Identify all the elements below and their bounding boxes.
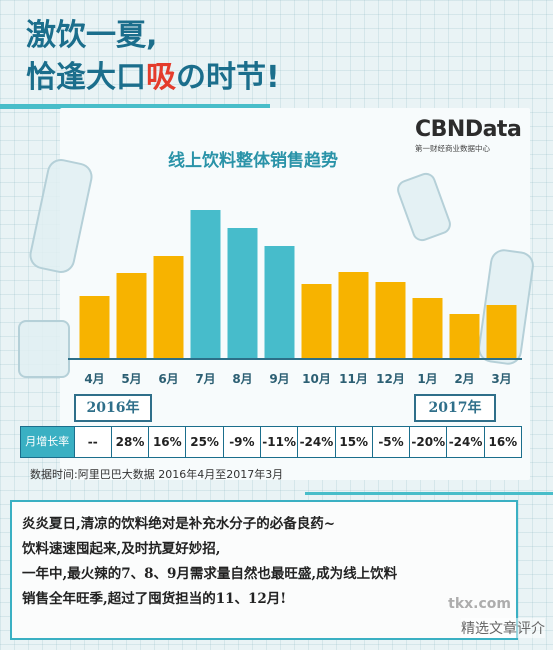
- growth-rate-row: 月增长率 -- 28% 16% 25% -9% -11% -24% 15% -5…: [20, 426, 522, 458]
- x-tick-label: 10月: [302, 372, 331, 386]
- x-tick-label: 1月: [417, 372, 437, 386]
- growth-cell: -20%: [409, 427, 446, 457]
- x-tick-label: 8月: [232, 372, 252, 386]
- bottle-illustration-cup: [18, 320, 70, 378]
- year-label-2017: 2017年: [414, 394, 496, 422]
- headline-underline: [0, 104, 270, 109]
- x-tick-label: 7月: [195, 372, 215, 386]
- headline-line-1: 激饮一夏,: [26, 18, 158, 53]
- x-tick-label: 4月: [84, 372, 104, 386]
- headline-line-2-pre: 恰逢大口: [26, 60, 146, 95]
- growth-cell: -9%: [222, 427, 260, 457]
- growth-cell: 25%: [185, 427, 222, 457]
- growth-cell: -5%: [371, 427, 409, 457]
- separator-line: [305, 492, 553, 495]
- x-tick-label: 9月: [269, 372, 289, 386]
- brand-subtitle: 第一财经商业数据中心: [415, 144, 490, 153]
- x-tick-label: 6月: [158, 372, 178, 386]
- brand-logo: CBNData 第一财经商业数据中心: [415, 117, 522, 154]
- year-label-2016: 2016年: [74, 394, 152, 422]
- headline-highlight: 吸: [146, 60, 176, 95]
- chart-title: 线上饮料整体销售趋势: [168, 151, 338, 171]
- growth-rate-label: 月增长率: [21, 427, 74, 457]
- headline-line-2-post: の时节!: [176, 60, 280, 95]
- bar-9月: [264, 246, 295, 358]
- growth-cell: -11%: [260, 427, 297, 457]
- x-tick-label: 2月: [454, 372, 474, 386]
- summary-line-1: 炎炎夏日,清凉的饮料绝对是补充水分子的必备良药~: [22, 516, 336, 532]
- x-tick-label: 12月: [376, 372, 405, 386]
- bar-7月: [190, 210, 221, 358]
- x-tick-label: 5月: [121, 372, 141, 386]
- growth-cell: 16%: [483, 427, 521, 457]
- watermark-site: tkx.com: [448, 596, 511, 612]
- summary-line-2: 饮料速速囤起来,及时抗夏好妙招,: [22, 541, 221, 557]
- growth-cell: -24%: [446, 427, 483, 457]
- x-tick-label: 11月: [339, 372, 368, 386]
- data-source-note: 数据时间:阿里巴巴大数据 2016年4月至2017年3月: [30, 468, 284, 481]
- summary-text-box: 炎炎夏日,清凉的饮料绝对是补充水分子的必备良药~ 饮料速速囤起来,及时抗夏好妙招…: [10, 500, 518, 640]
- bar-11月: [338, 272, 369, 358]
- growth-cell: -24%: [297, 427, 334, 457]
- headline-line-2: 恰逢大口吸の时节!: [26, 52, 280, 96]
- bar-6月: [153, 256, 184, 358]
- bar-5月: [116, 273, 147, 358]
- bar-1月: [412, 298, 443, 358]
- bar-3月: [486, 305, 517, 358]
- x-tick-label: 3月: [491, 372, 511, 386]
- bar-4月: [79, 296, 110, 358]
- bar-2月: [449, 314, 480, 358]
- growth-cell: 28%: [110, 427, 148, 457]
- growth-cell: --: [73, 427, 111, 457]
- growth-cell: 15%: [334, 427, 372, 457]
- summary-line-3: 一年中,最火辣的7、8、9月需求量自然也最旺盛,成为线上饮料: [22, 566, 398, 582]
- bar-12月: [375, 282, 406, 358]
- bar-8月: [227, 228, 258, 358]
- brand-name: CBNData: [415, 117, 522, 142]
- watermark-caption: 精选文章评介: [461, 618, 545, 638]
- growth-cell: 16%: [148, 427, 185, 457]
- summary-line-4: 销售全年旺季,超过了囤货担当的11、12月!: [22, 591, 287, 607]
- bar-10月: [301, 284, 332, 358]
